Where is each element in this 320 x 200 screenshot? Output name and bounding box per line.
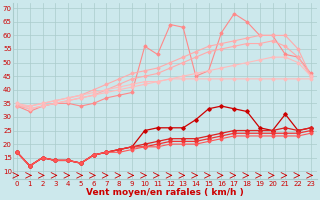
X-axis label: Vent moyen/en rafales ( km/h ): Vent moyen/en rafales ( km/h ) — [86, 188, 244, 197]
